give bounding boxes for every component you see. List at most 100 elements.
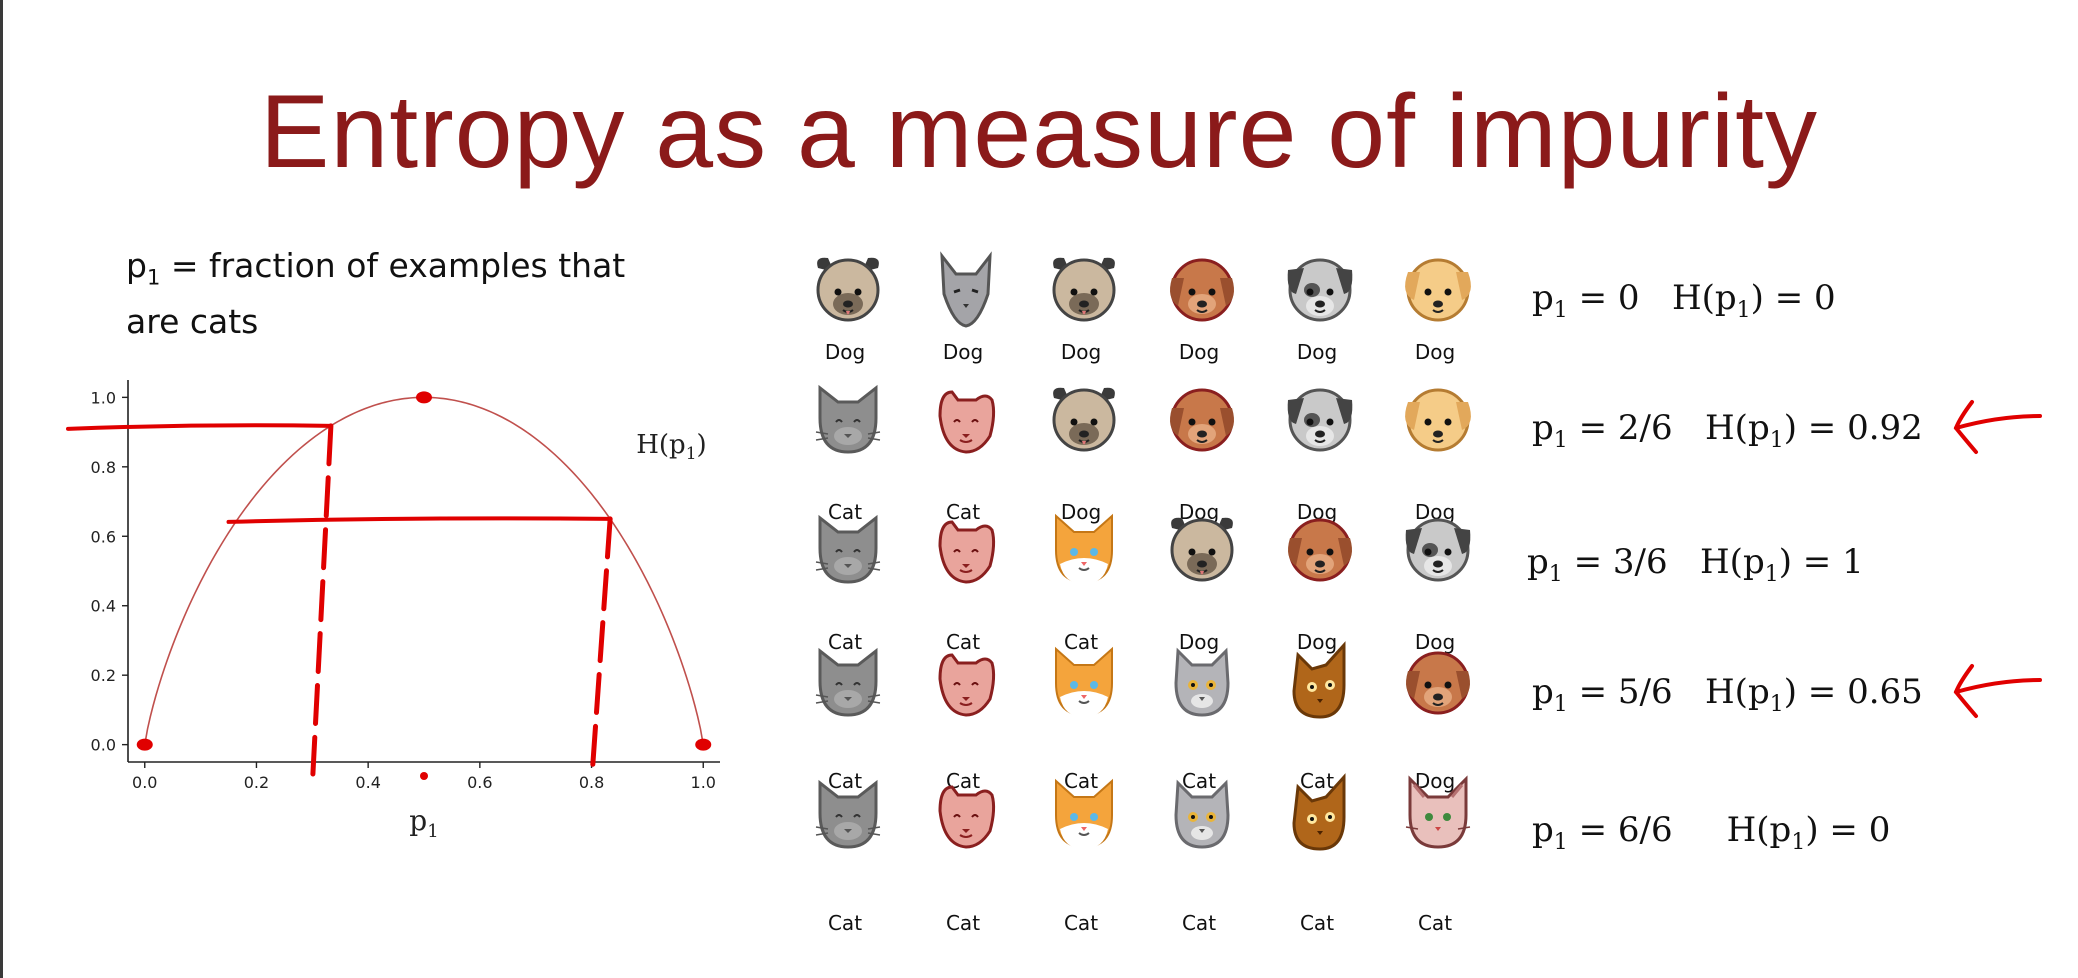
y-tick-label: 0.8 (91, 458, 116, 477)
cat-face-icon (938, 785, 996, 849)
x-tick-label: 0.6 (467, 773, 492, 792)
y-tick-label: 0.0 (91, 736, 116, 755)
animal-label: Dog (824, 340, 866, 364)
equation-h-subscript: 1 (1769, 427, 1784, 453)
animal-label: Cat (1417, 911, 1453, 935)
equation-p: p (1532, 278, 1554, 318)
animal-label: Cat (827, 911, 863, 935)
entropy-equation: p1 = 5/6 H(p1) = 0.65 (1532, 672, 1923, 717)
dog-face-icon (1405, 258, 1471, 322)
animal-label: Dog (1060, 340, 1102, 364)
annotation-vertical-guide (310, 423, 334, 777)
equation-h-value: ) = 0.65 (1783, 672, 1923, 712)
animal-label: Cat (1299, 911, 1335, 935)
definition-symbol-subscript: 1 (146, 265, 161, 290)
equation-h-subscript: 1 (1769, 691, 1784, 717)
y-tick-label: 0.6 (91, 527, 116, 546)
y-tick-label: 1.0 (91, 388, 116, 407)
animal-label: Dog (1296, 340, 1338, 364)
annotation-horizontal-guide (226, 516, 613, 524)
definition-symbol: p (126, 246, 147, 285)
animal-cat-card: Cat (790, 641, 900, 793)
equation-h-value: ) = 1 (1778, 542, 1864, 582)
animal-dog-card: Dog (1380, 378, 1490, 524)
cat-face-icon (1405, 775, 1471, 849)
animal-cat-card: Cat (908, 508, 1018, 654)
annotation-vertical-guide (589, 516, 613, 777)
cat-face-icon (1292, 773, 1346, 851)
animal-label: Cat (1299, 769, 1335, 793)
dog-face-icon (1052, 387, 1116, 452)
x-tick-label: 0.0 (132, 773, 157, 792)
equation-h-value: ) = 0.92 (1783, 408, 1923, 448)
animal-label: Dog (1414, 630, 1456, 654)
animal-label: Dog (1414, 340, 1456, 364)
x-tick-label: 1.0 (691, 773, 716, 792)
equation-p-value: = 6/6 (1567, 810, 1673, 850)
animal-label: Cat (945, 911, 981, 935)
entropy-equation: p1 = 2/6 H(p1) = 0.92 (1532, 408, 1923, 453)
animal-dog-card: Dog (1380, 641, 1490, 793)
equation-p: p (1532, 672, 1554, 712)
animal-label: Cat (1063, 911, 1099, 935)
dog-face-icon (1287, 388, 1353, 452)
dog-face-icon (1288, 518, 1352, 582)
cat-face-icon (938, 520, 996, 584)
cat-face-icon (1292, 641, 1346, 719)
animal-label: Cat (827, 500, 863, 524)
equation-h-value: ) = 0 (1805, 810, 1891, 850)
animal-label: Cat (827, 630, 863, 654)
animal-cat-card: Cat (790, 508, 900, 654)
animal-label: Cat (1063, 769, 1099, 793)
equation-h: H(p (1705, 408, 1770, 448)
entropy-chart: 0.0 0.2 0.4 0.6 0.8 1.0 0.0 0.2 0.4 0.6 0.8 1.0 H(p1… (66, 380, 720, 842)
equation-p: p (1532, 408, 1554, 448)
curve-label: H(p1) (636, 430, 706, 464)
animal-cat-card: Cat (1380, 773, 1490, 935)
annotation-point (416, 391, 432, 404)
cat-face-icon (938, 653, 996, 717)
equation-p-subscript: 1 (1553, 297, 1568, 323)
cat-face-icon (815, 514, 881, 584)
x-tick-label: 0.8 (579, 773, 604, 792)
animal-label: Cat (1181, 911, 1217, 935)
animal-cat-card: Cat (1262, 773, 1372, 935)
slide-title: Entropy as a measure of impurity (260, 74, 1818, 190)
animal-label: Cat (945, 630, 981, 654)
cat-face-icon (938, 390, 996, 454)
cat-face-icon (815, 779, 881, 849)
red-arrow-icon (1953, 400, 2042, 454)
equation-p-subscript: 1 (1553, 427, 1568, 453)
animal-cat-card: Cat (908, 773, 1018, 935)
dog-face-icon (1170, 388, 1234, 452)
dog-face-icon (1405, 388, 1471, 452)
equation-p-value: = 2/6 (1567, 408, 1673, 448)
animal-dog-card: Dog (790, 248, 900, 378)
equation-p-value: = 5/6 (1567, 672, 1673, 712)
equation-p-value: = 0 (1567, 278, 1640, 318)
annotation-point (136, 738, 153, 751)
x-axis-label: p1 (409, 804, 438, 842)
animal-cat-card: Cat (1026, 641, 1136, 793)
equation-h-subscript: 1 (1736, 297, 1751, 323)
animal-label: Dog (942, 340, 984, 364)
cat-face-icon (815, 384, 881, 454)
annotation-point (695, 738, 712, 751)
cat-face-icon (1055, 778, 1113, 849)
animal-cat-card: Cat (790, 378, 900, 524)
entropy-curve (143, 396, 705, 745)
dog-face-icon (1287, 258, 1353, 322)
animal-label: Cat (1181, 769, 1217, 793)
entropy-equation: p1 = 3/6 H(p1) = 1 (1527, 542, 1864, 587)
animal-dog-card: Dog (1262, 248, 1372, 378)
cat-face-icon (1055, 513, 1113, 584)
animal-dog-card: Dog (1144, 248, 1254, 378)
entropy-equation: p1 = 6/6 H(p1) = 0 (1532, 810, 1890, 855)
animal-dog-card: Dog (1144, 378, 1254, 524)
cat-face-icon (1174, 647, 1230, 717)
definition-text-line2: are cats (126, 301, 259, 341)
animal-cat-card: Cat (1026, 773, 1136, 935)
equation-p-subscript: 1 (1553, 829, 1568, 855)
animal-label: Dog (1296, 630, 1338, 654)
animal-dog-card: Dog (1262, 378, 1372, 524)
